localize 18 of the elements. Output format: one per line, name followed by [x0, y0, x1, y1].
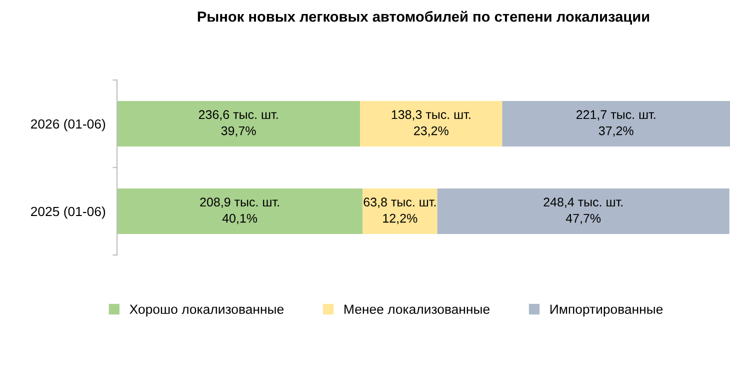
- chart-title: Рынок новых легковых автомобилей по степени локализации: [198, 10, 650, 25]
- legend-label: Хорошо локализованные: [130, 304, 284, 317]
- bar: [362, 188, 438, 234]
- data-label: 236,6 тыс. шт. 39,7%: [198, 110, 278, 137]
- bar: [437, 188, 730, 234]
- data-label: 208,9 тыс. шт. 40,1%: [200, 198, 279, 224]
- bar: [117, 188, 363, 234]
- data-label: 138,3 тыс. шт. 23,2%: [392, 110, 470, 137]
- y-tick-label: 2026 (01-06): [31, 118, 106, 132]
- y-tick-label: 2025 (01-06): [31, 206, 106, 219]
- legend-label: Менее локализованные: [344, 304, 490, 314]
- bar: [360, 101, 502, 146]
- bar: [117, 101, 360, 146]
- data-label: 63,8 тыс. шт. 12,2%: [364, 198, 436, 224]
- data-label: 221,7 тыс. шт. 37,2%: [576, 110, 656, 137]
- bar: [502, 101, 730, 146]
- data-label: 248,4 тыс. шт. 47,7%: [544, 198, 622, 224]
- legend-label: Импортированные: [550, 304, 663, 317]
